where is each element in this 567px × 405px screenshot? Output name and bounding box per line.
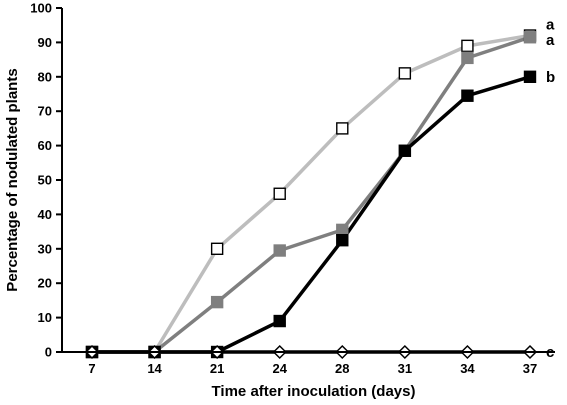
series-2-point <box>461 51 474 65</box>
series-line-3 <box>92 75 531 354</box>
y-tick-label: 90 <box>38 35 52 50</box>
y-tick-label: 80 <box>38 69 52 84</box>
series-2-point <box>336 223 349 237</box>
series-3-point <box>398 144 412 157</box>
x-tick-label: 7 <box>88 361 95 376</box>
series-3-point <box>336 233 349 247</box>
series-1-point <box>210 242 224 256</box>
x-tick-label: 37 <box>523 361 537 376</box>
series-3-end-label: b <box>546 69 555 86</box>
series-1-point <box>461 39 474 53</box>
series-lines <box>92 33 531 354</box>
series-line-1 <box>92 33 531 354</box>
x-tick-label: 31 <box>398 361 412 376</box>
y-axis-title: Percentage of nodulated plants <box>4 68 21 291</box>
y-tick-label: 50 <box>38 173 52 188</box>
x-tick-label: 28 <box>335 361 349 376</box>
series-1-point <box>273 187 286 200</box>
y-tick-label: 60 <box>38 138 52 153</box>
series-2-point <box>523 31 537 44</box>
series-2-point <box>210 295 224 309</box>
series-3-point <box>461 89 474 102</box>
y-tick-label: 70 <box>38 104 52 119</box>
y-tick-label: 20 <box>38 276 52 291</box>
series-2-point <box>273 244 286 257</box>
series-1-point <box>398 67 412 80</box>
x-tick-label: 21 <box>210 361 224 376</box>
y-tick-label: 0 <box>45 345 52 360</box>
y-tick-label: 100 <box>30 1 52 16</box>
series-markers <box>84 29 538 360</box>
x-tick-label: 34 <box>460 361 475 376</box>
x-tick-label: 14 <box>147 361 162 376</box>
series-1-point <box>336 122 349 135</box>
y-tick-label: 10 <box>38 310 52 325</box>
x-tick-label: 24 <box>272 361 287 376</box>
x-axis-title: Time after inoculation (days) <box>212 383 416 400</box>
series-3-point <box>273 314 286 328</box>
y-axis-ticks: 0 10 20 30 40 50 60 70 80 90 100 <box>30 1 62 360</box>
series-3-point <box>523 70 537 84</box>
y-tick-label: 30 <box>38 241 52 256</box>
series-2-end-label: a <box>546 32 555 49</box>
y-tick-label: 40 <box>38 207 52 222</box>
significance-labels: aabc <box>546 17 555 361</box>
series-line-2 <box>92 35 531 354</box>
series-1-end-label: a <box>546 17 555 34</box>
